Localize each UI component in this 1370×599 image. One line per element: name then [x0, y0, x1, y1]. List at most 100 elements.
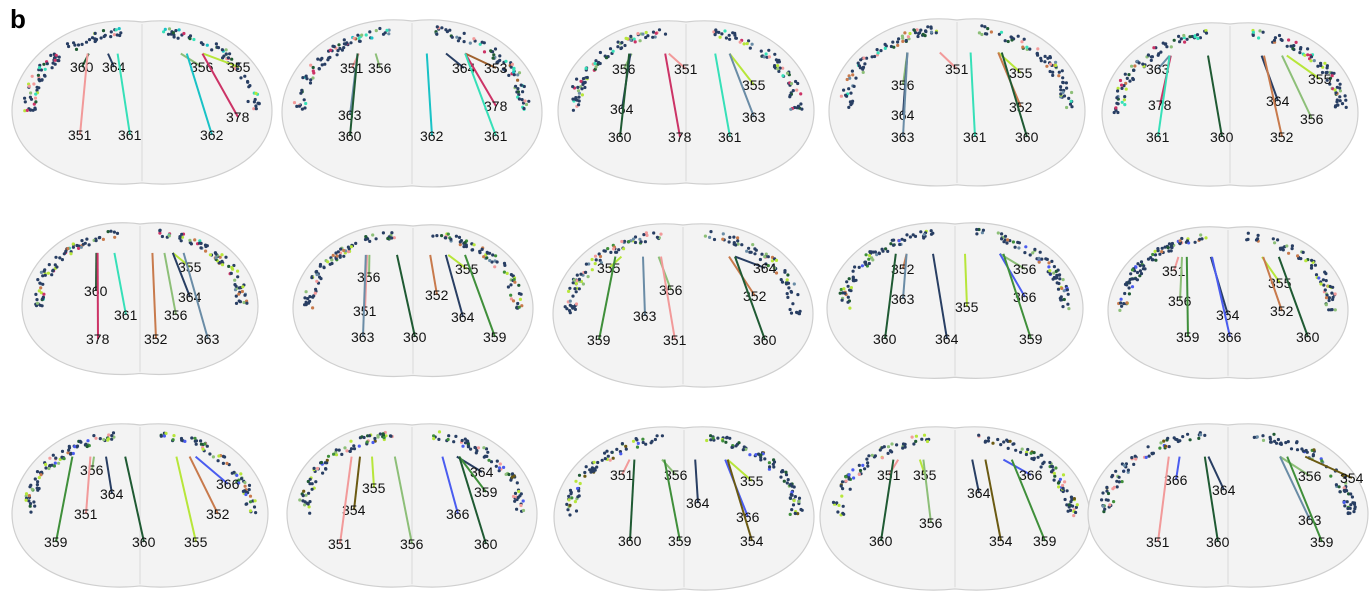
label-line-352 [188, 456, 219, 515]
region-label-362: 362 [200, 127, 224, 143]
label-line-355 [1286, 54, 1321, 80]
cell-dots [23, 27, 261, 113]
cell-dots [303, 231, 524, 310]
region-label-351: 351 [674, 61, 698, 77]
label-line-360 [1000, 52, 1028, 138]
region-label-355: 355 [178, 259, 202, 275]
label-line-360 [124, 456, 145, 543]
label-line-362 [185, 53, 213, 136]
label-line-355 [202, 52, 240, 68]
region-label-351: 351 [663, 332, 687, 348]
region-label-356: 356 [1298, 468, 1322, 484]
region-label-364: 364 [891, 107, 915, 123]
region-label-360: 360 [753, 332, 777, 348]
label-line-352 [429, 254, 438, 296]
label-line-364 [107, 53, 115, 68]
label-line-360 [396, 254, 416, 338]
region-label-352: 352 [425, 287, 449, 303]
region-label-364: 364 [686, 495, 710, 511]
label-line-363 [1157, 54, 1171, 70]
region-label-351: 351 [1162, 263, 1186, 279]
region-label-360: 360 [1015, 129, 1039, 145]
label-line-363 [642, 256, 646, 317]
label-line-355 [371, 456, 375, 489]
region-label-361: 361 [114, 307, 138, 323]
region-label-356: 356 [1168, 293, 1192, 309]
label-line-361 [1157, 55, 1171, 138]
region-label-355: 355 [742, 77, 766, 93]
brain-section-r1c5: 363 355 378 364 356 361 360 352 [1101, 22, 1359, 187]
label-line-363 [902, 52, 909, 138]
region-label-363: 363 [338, 107, 362, 123]
region-label-364: 364 [967, 485, 991, 501]
region-label-360: 360 [132, 534, 156, 550]
label-line-378 [664, 53, 681, 138]
region-label-364: 364 [102, 59, 126, 75]
label-line-360 [734, 256, 766, 341]
region-label-356: 356 [612, 61, 636, 77]
label-line-355 [728, 52, 755, 86]
region-label-364: 364 [610, 101, 634, 117]
label-line-359 [598, 256, 617, 341]
region-label-360: 360 [873, 331, 897, 347]
region-label-352: 352 [891, 261, 915, 277]
region-label-355: 355 [597, 260, 621, 276]
brain-section-r1c4: 351 356 355 364 352 363 361 360 [828, 18, 1086, 187]
region-label-359: 359 [668, 533, 692, 549]
label-line-355 [447, 254, 468, 270]
cell-dots [565, 434, 804, 517]
region-label-364: 364 [935, 331, 959, 347]
label-line-356 [1179, 256, 1183, 302]
region-label-364: 364 [753, 260, 777, 276]
region-label-364: 364 [100, 486, 124, 502]
region-label-356: 356 [400, 536, 424, 552]
panel-letter: b [10, 4, 26, 34]
brain-section-r3c2: 364 355 359 354 366 351 356 360 [286, 423, 538, 588]
region-label-378: 378 [226, 109, 250, 125]
label-line-354 [1304, 455, 1353, 479]
label-line-360 [458, 456, 487, 545]
region-label-360: 360 [338, 128, 362, 144]
label-line-364 [445, 52, 465, 69]
brain-section-r3c3: 351 356 355 364 366 354 360 359 [553, 426, 815, 591]
cell-dots [571, 28, 804, 112]
label-line-351 [939, 51, 958, 70]
label-line-364 [171, 252, 191, 298]
region-label-354: 354 [740, 533, 764, 549]
region-label-351: 351 [610, 467, 634, 483]
label-line-355 [175, 456, 197, 543]
label-line-363 [728, 53, 755, 118]
label-line-353 [464, 52, 497, 69]
region-label-352: 352 [1009, 99, 1033, 115]
region-label-352: 352 [206, 506, 230, 522]
region-label-363: 363 [891, 129, 915, 145]
label-line-366 [1002, 458, 1032, 476]
label-line-359 [663, 459, 681, 542]
region-label-359: 359 [474, 484, 498, 500]
label-line-363 [1279, 456, 1311, 521]
region-label-356: 356 [659, 282, 683, 298]
label-line-356 [1279, 455, 1311, 477]
label-line-360 [1277, 256, 1309, 338]
region-label-351: 351 [945, 61, 969, 77]
region-label-352: 352 [1270, 303, 1294, 319]
label-line-351 [1173, 256, 1180, 272]
label-line-356 [922, 459, 932, 524]
label-line-366 [1175, 456, 1181, 481]
label-line-354 [353, 456, 361, 511]
label-line-351 [85, 456, 92, 515]
region-label-356: 356 [891, 77, 915, 93]
region-label-352: 352 [144, 331, 168, 347]
region-label-359: 359 [1033, 533, 1057, 549]
label-line-359 [55, 456, 74, 543]
label-line-361 [464, 53, 497, 137]
label-line-359 [1185, 256, 1189, 338]
region-label-355: 355 [362, 480, 386, 496]
region-label-364: 364 [470, 464, 494, 480]
label-line-366 [441, 456, 459, 515]
region-label-366: 366 [216, 476, 240, 492]
